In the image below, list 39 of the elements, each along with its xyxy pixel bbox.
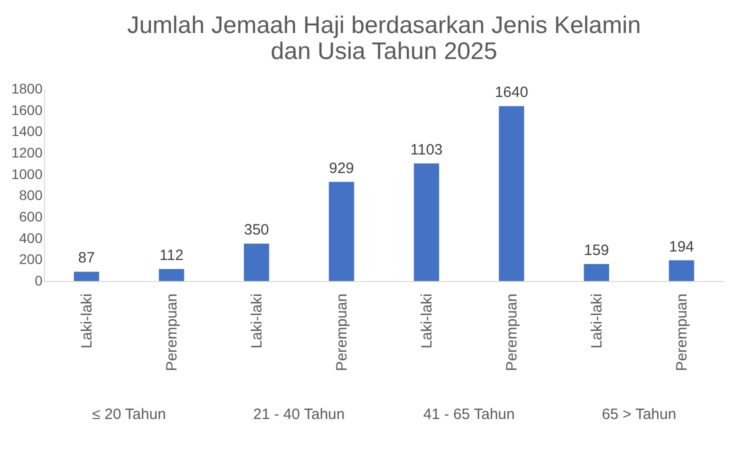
x-tick-label: Perempuan [504,294,520,372]
x-tick-label: Laki-laki [248,294,266,349]
text: ≤ 20 Tahun [92,406,166,423]
y-tick-label: 1200 [11,144,43,160]
bar [158,269,184,281]
data-label: 87 [78,250,95,267]
bar [584,264,610,281]
x-tick-label: Perempuan [164,294,180,372]
data-label: 194 [668,238,694,256]
y-tick-label: 400 [19,230,43,246]
text: 65 > Tahun [602,406,676,423]
x-tick-label: Laki-laki [418,294,436,349]
y-tick-label: 1400 [11,123,43,140]
y-tick-label: 1600 [11,102,43,118]
y-tick-label: 200 [19,251,43,268]
x-tick-label: Laki-laki [588,294,606,349]
bar [328,182,354,281]
y-tick-label: 1800 [11,80,43,96]
data-label: 1103 [410,141,443,158]
y-tick-label: 800 [19,187,43,204]
y-tick-label: 0 [34,272,43,288]
y-tick-label: 1000 [11,166,43,182]
text: 41 - 65 Tahun [423,406,515,423]
bar [498,106,524,281]
bar [668,260,694,281]
y-tick-label: 600 [19,208,43,224]
text: 21 - 40 Tahun [253,406,345,423]
x-tick-label: Perempuan [674,294,690,372]
bar [74,272,100,281]
data-label: 1640 [494,84,528,102]
bar [414,163,440,281]
x-tick-label: Laki-laki [78,294,96,349]
bar [244,244,270,281]
x-tick-label: Perempuan [334,294,350,372]
data-label: 159 [584,242,610,260]
data-label: 929 [328,160,354,177]
data-label: 350 [244,222,270,239]
data-label: 112 [160,247,184,264]
chart-title: Jumlah Jemaah Haji berdasarkan Jenis Kelamin dan Usia Tahun 2025 [127,12,641,65]
